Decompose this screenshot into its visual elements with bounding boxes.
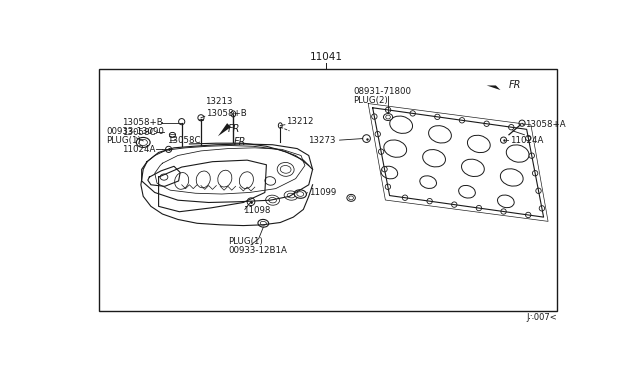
Ellipse shape <box>218 170 232 187</box>
Circle shape <box>529 153 534 158</box>
Ellipse shape <box>467 135 490 153</box>
Ellipse shape <box>277 163 294 176</box>
Ellipse shape <box>383 113 393 121</box>
Ellipse shape <box>297 192 304 196</box>
Ellipse shape <box>294 190 307 198</box>
Text: 13273: 13273 <box>308 136 336 145</box>
Text: 11041: 11041 <box>310 52 343 62</box>
Circle shape <box>375 131 380 137</box>
Text: PLUG(1): PLUG(1) <box>228 237 262 246</box>
Text: 13212: 13212 <box>287 117 314 126</box>
Text: FR: FR <box>234 137 246 147</box>
Circle shape <box>509 125 514 130</box>
Circle shape <box>385 184 390 189</box>
Text: 00933-12B1A: 00933-12B1A <box>228 246 287 256</box>
Circle shape <box>484 121 490 126</box>
Circle shape <box>460 118 465 123</box>
Ellipse shape <box>429 126 451 143</box>
Text: PLUG(2): PLUG(2) <box>353 96 388 105</box>
Circle shape <box>427 199 433 204</box>
Text: PLUG(1): PLUG(1) <box>106 135 141 144</box>
Ellipse shape <box>239 172 253 189</box>
Text: FR: FR <box>509 80 522 90</box>
Circle shape <box>501 209 506 214</box>
Text: FR: FR <box>228 124 240 134</box>
Circle shape <box>247 198 255 206</box>
Circle shape <box>536 188 541 193</box>
Text: 11099: 11099 <box>308 188 336 197</box>
Ellipse shape <box>284 191 298 200</box>
Circle shape <box>525 135 531 141</box>
Ellipse shape <box>280 166 291 173</box>
Circle shape <box>540 206 545 211</box>
Ellipse shape <box>384 140 406 157</box>
Ellipse shape <box>160 174 168 180</box>
Ellipse shape <box>287 193 295 198</box>
Circle shape <box>435 114 440 119</box>
Circle shape <box>382 167 387 172</box>
Text: 13213: 13213 <box>205 97 232 106</box>
Circle shape <box>179 119 185 125</box>
Text: 11098: 11098 <box>243 206 271 215</box>
Text: 11024A: 11024A <box>509 136 543 145</box>
Ellipse shape <box>258 219 269 227</box>
Polygon shape <box>218 123 231 136</box>
Ellipse shape <box>265 177 276 185</box>
Ellipse shape <box>390 116 413 134</box>
Circle shape <box>403 195 408 201</box>
Circle shape <box>500 137 507 143</box>
Circle shape <box>532 170 538 176</box>
Ellipse shape <box>260 221 266 225</box>
Ellipse shape <box>136 137 150 147</box>
Circle shape <box>385 107 391 113</box>
Ellipse shape <box>170 132 175 137</box>
Circle shape <box>452 202 457 207</box>
Text: J∴007<: J∴007< <box>527 313 557 322</box>
Circle shape <box>198 115 204 121</box>
Ellipse shape <box>381 166 397 179</box>
Ellipse shape <box>497 195 514 208</box>
Ellipse shape <box>231 111 236 117</box>
Ellipse shape <box>269 198 276 203</box>
Circle shape <box>363 135 371 142</box>
Ellipse shape <box>278 123 282 128</box>
Text: 08931-71800: 08931-71800 <box>353 87 412 96</box>
Ellipse shape <box>266 195 280 205</box>
Text: 00933-13090: 00933-13090 <box>106 126 164 135</box>
Circle shape <box>476 205 482 211</box>
Bar <box>99 69 557 311</box>
Ellipse shape <box>175 173 189 189</box>
Ellipse shape <box>500 169 523 186</box>
Ellipse shape <box>420 176 436 189</box>
Ellipse shape <box>139 140 147 145</box>
Text: 13058C: 13058C <box>167 137 200 145</box>
Ellipse shape <box>506 145 529 162</box>
Ellipse shape <box>422 150 445 167</box>
Ellipse shape <box>386 115 390 119</box>
Circle shape <box>410 111 415 116</box>
Circle shape <box>519 120 525 126</box>
Ellipse shape <box>196 171 211 188</box>
Circle shape <box>378 149 384 154</box>
Text: 13058+B: 13058+B <box>206 109 247 118</box>
Ellipse shape <box>349 196 353 200</box>
Text: 13058+B: 13058+B <box>122 118 163 127</box>
Ellipse shape <box>459 185 476 198</box>
Polygon shape <box>486 86 500 90</box>
Ellipse shape <box>347 195 355 201</box>
Ellipse shape <box>461 159 484 177</box>
Text: 13058+A: 13058+A <box>525 120 566 129</box>
Circle shape <box>372 114 377 119</box>
Circle shape <box>166 146 172 153</box>
Text: 13058C: 13058C <box>122 128 156 137</box>
Circle shape <box>525 212 531 218</box>
Text: 11024A: 11024A <box>122 145 156 154</box>
